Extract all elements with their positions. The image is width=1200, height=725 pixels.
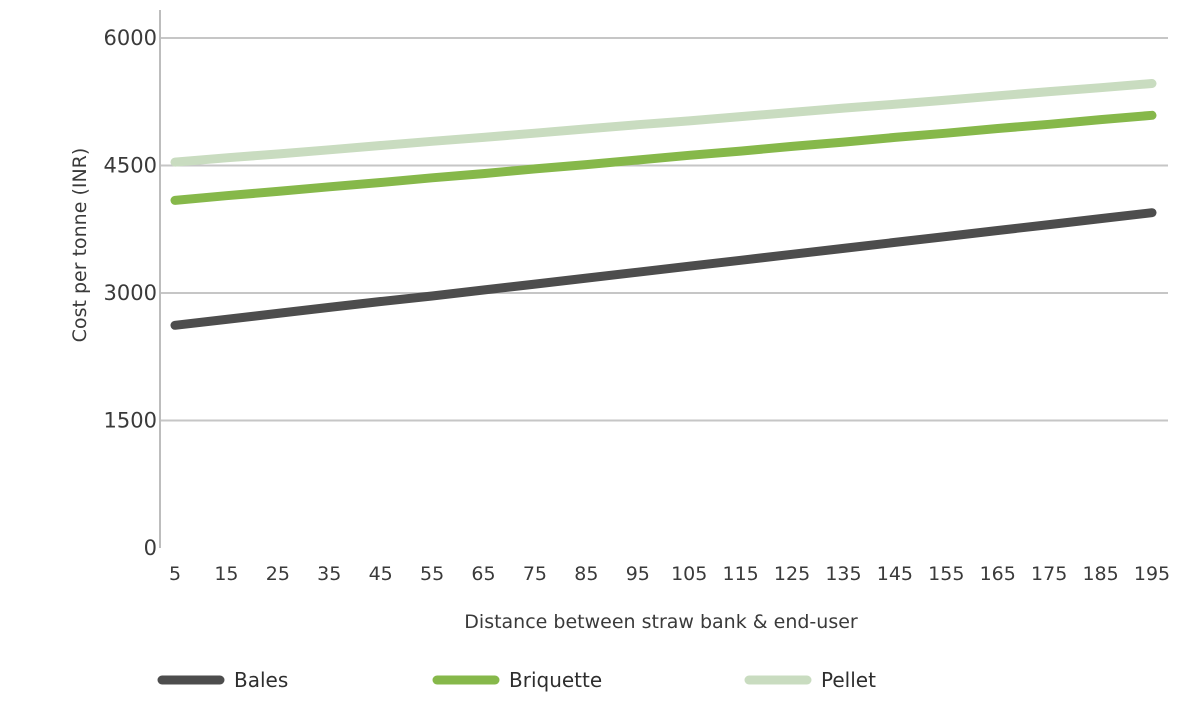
y-tick-label: 6000 bbox=[104, 26, 157, 50]
x-tick-label: 155 bbox=[928, 563, 964, 585]
x-tick-label: 175 bbox=[1031, 563, 1067, 585]
x-tick-label: 25 bbox=[266, 563, 290, 585]
x-tick-label: 95 bbox=[626, 563, 650, 585]
legend-label-pellet: Pellet bbox=[821, 668, 876, 692]
x-tick-label: 45 bbox=[369, 563, 393, 585]
x-tick-label: 165 bbox=[980, 563, 1016, 585]
y-axis-title: Cost per tonne (INR) bbox=[69, 148, 91, 343]
gridlines bbox=[160, 37, 1168, 422]
x-tick-label: 85 bbox=[574, 563, 598, 585]
x-tick-label: 115 bbox=[722, 563, 758, 585]
series-line-bales bbox=[170, 208, 1157, 330]
series-line-pellet bbox=[170, 79, 1157, 167]
x-tick-label: 105 bbox=[671, 563, 707, 585]
x-tick-label: 75 bbox=[523, 563, 547, 585]
x-tick-label: 5 bbox=[169, 563, 181, 585]
x-axis-ticks: 5 15 25 35 45 55 65 75 85 95 105 115 125 135 145 155 165… bbox=[169, 563, 1170, 585]
y-tick-label: 4500 bbox=[104, 154, 157, 178]
y-axis-ticks: 0 1500 3000 4500 6000 bbox=[104, 26, 157, 560]
series-line-briquette bbox=[170, 110, 1157, 205]
y-tick-label: 1500 bbox=[104, 409, 157, 433]
x-axis-title: Distance between straw bank & end-user bbox=[464, 611, 858, 633]
series-lines bbox=[170, 79, 1157, 330]
x-tick-label: 135 bbox=[825, 563, 861, 585]
x-tick-label: 125 bbox=[774, 563, 810, 585]
x-tick-label: 185 bbox=[1082, 563, 1118, 585]
y-tick-label: 3000 bbox=[104, 281, 157, 305]
legend-label-briquette: Briquette bbox=[509, 668, 602, 692]
x-tick-label: 15 bbox=[214, 563, 238, 585]
x-tick-label: 55 bbox=[420, 563, 444, 585]
legend-label-bales: Bales bbox=[234, 668, 288, 692]
y-tick-label: 0 bbox=[144, 536, 157, 560]
legend: Bales Briquette Pellet bbox=[157, 668, 876, 692]
x-tick-label: 195 bbox=[1134, 563, 1170, 585]
x-tick-label: 145 bbox=[877, 563, 913, 585]
x-tick-label: 65 bbox=[471, 563, 495, 585]
x-tick-label: 35 bbox=[317, 563, 341, 585]
